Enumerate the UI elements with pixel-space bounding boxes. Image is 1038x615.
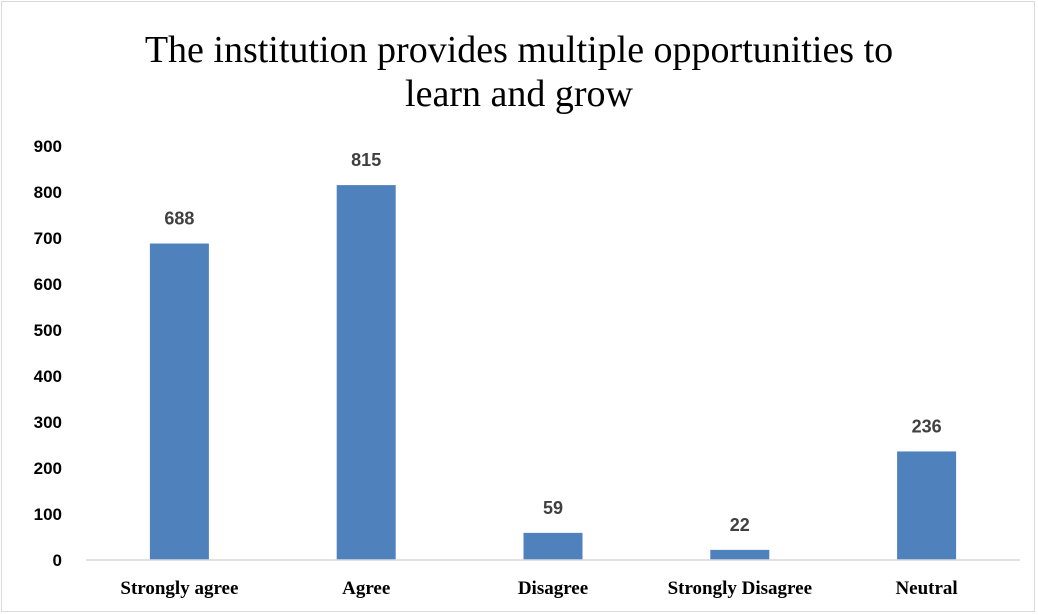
y-tick-label: 100 [34, 505, 62, 524]
data-label-disagree: 59 [543, 498, 563, 518]
bar-agree [336, 185, 396, 560]
bar-disagree [523, 532, 583, 560]
x-tick-label: Agree [342, 578, 390, 599]
data-label-strongly-agree: 688 [164, 209, 194, 229]
y-tick-label: 400 [34, 367, 62, 386]
x-tick-label: Neutral [895, 578, 957, 599]
y-tick-label: 500 [34, 321, 62, 340]
y-tick-label: 600 [34, 275, 62, 294]
bar-neutral [897, 451, 957, 560]
x-tick-label: Strongly Disagree [668, 578, 812, 599]
y-axis-labels: 0 100 200 300 400 500 600 700 800 900 [34, 137, 62, 570]
y-tick-label: 200 [34, 459, 62, 478]
data-labels: 688 815 59 22 236 [164, 150, 941, 535]
y-tick-label: 0 [53, 551, 62, 570]
bars [149, 185, 957, 560]
y-tick-label: 300 [34, 413, 62, 432]
bar-strongly-disagree [710, 549, 770, 560]
x-tick-label: Strongly agree [120, 578, 238, 599]
y-tick-label: 800 [34, 183, 62, 202]
y-tick-label: 700 [34, 229, 62, 248]
chart-title-line-2: learn and grow [405, 73, 633, 115]
chart-title: The institution provides multiple opport… [0, 28, 1038, 116]
x-tick-label: Disagree [518, 578, 588, 599]
x-axis-labels: Strongly agree Agree Disagree Strongly Disa… [120, 578, 957, 599]
chart-title-line-1: The institution provides multiple opport… [144, 29, 894, 71]
data-label-strongly-disagree: 22 [730, 515, 750, 535]
bar-strongly-agree [149, 243, 209, 560]
y-tick-label: 900 [34, 137, 62, 156]
data-label-agree: 815 [351, 150, 381, 170]
data-label-neutral: 236 [912, 416, 942, 436]
